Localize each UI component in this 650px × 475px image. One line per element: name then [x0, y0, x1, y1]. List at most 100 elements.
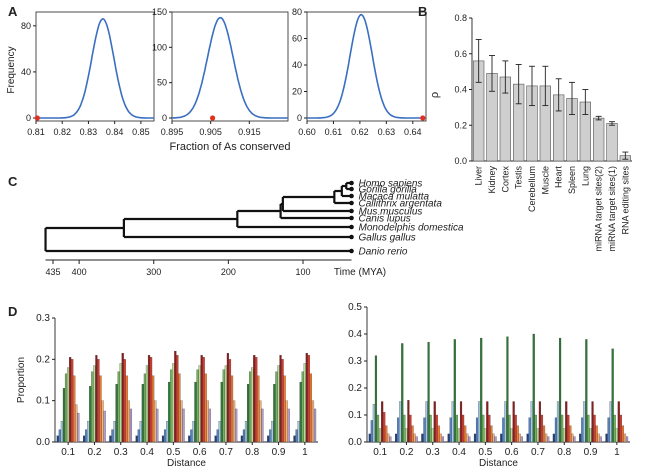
bar-g9-s1	[295, 429, 298, 443]
bar-g1-s1	[85, 429, 88, 443]
bar-g6-s3	[532, 333, 535, 443]
bar-g3-s8	[152, 375, 155, 443]
x-tick-label: 0.7	[531, 447, 545, 458]
x-tick-label: 1	[614, 447, 620, 458]
x-tick-label: 0.5	[166, 447, 180, 458]
bar-g1-s3	[89, 386, 92, 443]
bar-g3-s3	[141, 384, 144, 443]
bar-g0-s2	[372, 404, 375, 443]
bar-g7-s7	[567, 414, 570, 443]
bar-g8-s10	[599, 436, 602, 443]
bar-g9-s7	[307, 355, 310, 443]
bar-g1-s6	[95, 355, 98, 443]
bar-g8-s9	[285, 400, 288, 443]
bar-g5-s10	[208, 408, 211, 443]
bar-g7-s4	[249, 371, 252, 443]
bar-g9-s6	[617, 401, 620, 443]
panel-a-ylabel: Frequency	[6, 46, 17, 93]
bar-g4-s4	[170, 369, 173, 443]
bar-g7-s10	[573, 436, 576, 443]
bar-g2-s10	[441, 436, 445, 443]
bar-g3-s1	[137, 429, 140, 443]
bar-g8-s0	[579, 433, 582, 443]
time-tick-label: 400	[72, 267, 87, 277]
bar-g2-s5	[431, 428, 434, 443]
taxon-label: Mus musculus	[359, 207, 423, 218]
x-tick-label: 0.62	[351, 127, 369, 137]
x-tick-label: 0.8	[245, 447, 259, 458]
bar-g3-s4	[455, 414, 458, 443]
panel-label-d: D	[8, 304, 17, 319]
y-tick-label: 0.0	[454, 156, 467, 166]
bar-g4-s4	[482, 414, 485, 443]
bar-g0-s8	[385, 425, 388, 443]
bar-g3-s6	[147, 355, 151, 443]
bar-g7-s2	[556, 401, 560, 443]
x-tick-label: 0.3	[426, 447, 440, 458]
tip-dot	[349, 224, 354, 230]
y-tick-label: 0.6	[454, 49, 467, 59]
y-tick-label: 0.0	[348, 437, 362, 448]
bar-g6-s4	[222, 369, 225, 443]
bar-g2-s1	[423, 417, 426, 443]
category-label: Lung	[580, 166, 590, 186]
bar-g3-s3	[453, 339, 456, 443]
bar-g3-s9	[154, 400, 157, 443]
bar-g9-s10	[625, 436, 629, 443]
tip-dot	[349, 180, 354, 186]
bar-g0-s3	[374, 355, 378, 443]
bar-g0-s0	[56, 435, 59, 443]
bar-g0-s6	[381, 401, 384, 443]
y-tick-label: 0.8	[454, 13, 467, 23]
bar-g3-s2	[451, 401, 454, 443]
category-label: Heart	[554, 166, 564, 189]
x-axis-label: Distance	[479, 458, 518, 469]
bar-g0-s9	[387, 433, 390, 443]
x-tick-label: 0.905	[199, 127, 222, 137]
bar-g6-s0	[526, 433, 529, 443]
bar-g2-s7	[123, 359, 126, 443]
bar-g5-s0	[188, 435, 191, 443]
bar-g9-s8	[621, 425, 625, 443]
bar-g2-s9	[127, 400, 130, 443]
y-axis-label: Proportion	[16, 357, 27, 403]
x-tick-label: 0.895	[161, 127, 184, 137]
bar-g4-s2	[478, 401, 481, 443]
bar-g4-s5	[484, 428, 487, 443]
x-tick-label: 1	[302, 447, 308, 458]
bar-g4-s1	[163, 429, 167, 443]
bar-g1-s4	[91, 371, 94, 443]
time-tick-label: 200	[221, 267, 236, 277]
x-tick-label: 0.63	[378, 127, 396, 137]
bar-g1-s6	[407, 400, 410, 443]
y-tick-label: 0	[162, 113, 167, 123]
bar-g3-s5	[457, 428, 461, 443]
distribution-curve	[172, 16, 288, 119]
bar-g1-s10	[415, 436, 418, 443]
bar-g2-s1	[111, 429, 114, 443]
bar-g6-s1	[528, 417, 531, 443]
bar-g6-s3	[220, 381, 223, 443]
x-tick-label: 0.4	[452, 447, 466, 458]
bar-g1-s10	[103, 410, 106, 443]
bar-g1-s0	[395, 433, 398, 443]
y-tick-label: 0.4	[454, 85, 467, 95]
tip-dot	[349, 193, 354, 199]
bar-g0-s1	[370, 420, 373, 443]
bar-g1-s2	[87, 421, 90, 443]
bar-g3-s10	[468, 436, 471, 443]
bar-g8-s10	[287, 408, 290, 443]
x-tick-label: 0.82	[53, 127, 71, 137]
bar-g0-s0	[368, 433, 371, 443]
bar-g6-s5	[224, 365, 227, 443]
bar-g5-s5	[198, 365, 201, 443]
bar-g0-s4	[376, 414, 380, 443]
x-tick-label: 0.9	[584, 447, 598, 458]
bar-g6-s2	[218, 421, 221, 443]
category-label: Cerebellum	[527, 166, 537, 212]
bar-g6-s10	[547, 436, 550, 443]
bar-g5-s5	[510, 428, 513, 443]
taxon-label: Macaca mulatta	[359, 192, 430, 203]
bar-g2-s4	[429, 414, 432, 443]
